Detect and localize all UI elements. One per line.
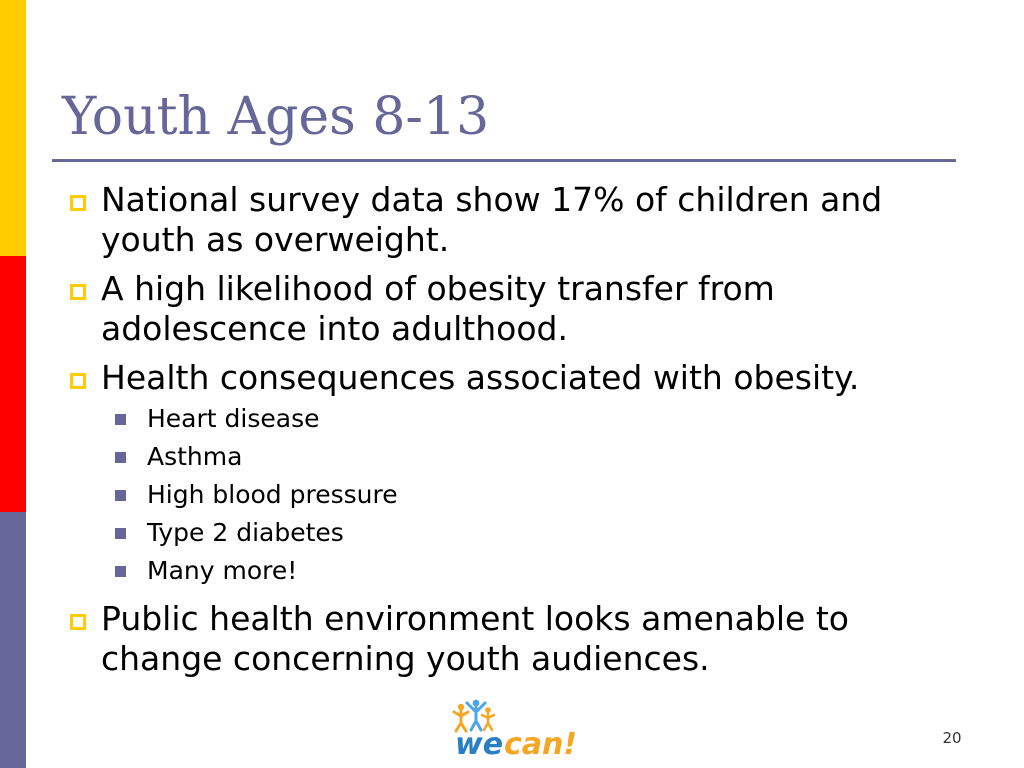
bullet-text: National survey data show 17% of childre…: [101, 180, 883, 259]
sub-bullet-item: Heart disease: [115, 400, 970, 438]
sub-bullet-text: High blood pressure: [147, 480, 398, 509]
sub-bullet-list: Heart disease Asthma High blood pressure…: [115, 400, 970, 590]
slide-title: Youth Ages 8-13: [62, 87, 490, 147]
bullet-item: Health consequences associated with obes…: [70, 358, 970, 590]
accent-bar-red: [0, 256, 26, 512]
bullet-item: National survey data show 17% of childre…: [70, 180, 970, 260]
bullet-item: A high likelihood of obesity transfer fr…: [70, 269, 970, 349]
page-number: 20: [942, 729, 962, 747]
sub-bullet-item: Asthma: [115, 438, 970, 476]
logo-text-we: we: [455, 727, 503, 759]
sub-bullet-text: Many more!: [147, 556, 298, 585]
title-divider: [52, 159, 956, 162]
sub-bullet-text: Heart disease: [147, 404, 320, 433]
filled-square-bullet-icon: [115, 566, 126, 577]
sub-bullet-item: Type 2 diabetes: [115, 514, 970, 552]
logo-text-can: can!: [504, 727, 577, 759]
sub-bullet-text: Asthma: [147, 442, 243, 471]
hollow-square-bullet-icon: [70, 284, 86, 300]
sub-bullet-item: Many more!: [115, 552, 970, 590]
bullet-text: A high likelihood of obesity transfer fr…: [101, 269, 775, 348]
hollow-square-bullet-icon: [70, 614, 86, 630]
filled-square-bullet-icon: [115, 452, 126, 463]
bullet-item: Public health environment looks amenable…: [70, 599, 970, 679]
hollow-square-bullet-icon: [70, 373, 86, 389]
accent-bar-yellow: [0, 0, 26, 256]
filled-square-bullet-icon: [115, 414, 126, 425]
we-can-logo: we can!: [452, 699, 577, 759]
bullet-list: National survey data show 17% of childre…: [70, 180, 970, 688]
sub-bullet-item: High blood pressure: [115, 476, 970, 514]
bullet-text: Public health environment looks amenable…: [101, 599, 849, 678]
stick-figures-icon: [452, 699, 496, 733]
accent-bar-blue: [0, 512, 26, 768]
sub-bullet-text: Type 2 diabetes: [147, 518, 344, 547]
filled-square-bullet-icon: [115, 490, 126, 501]
filled-square-bullet-icon: [115, 528, 126, 539]
bullet-text: Health consequences associated with obes…: [101, 358, 860, 397]
hollow-square-bullet-icon: [70, 195, 86, 211]
